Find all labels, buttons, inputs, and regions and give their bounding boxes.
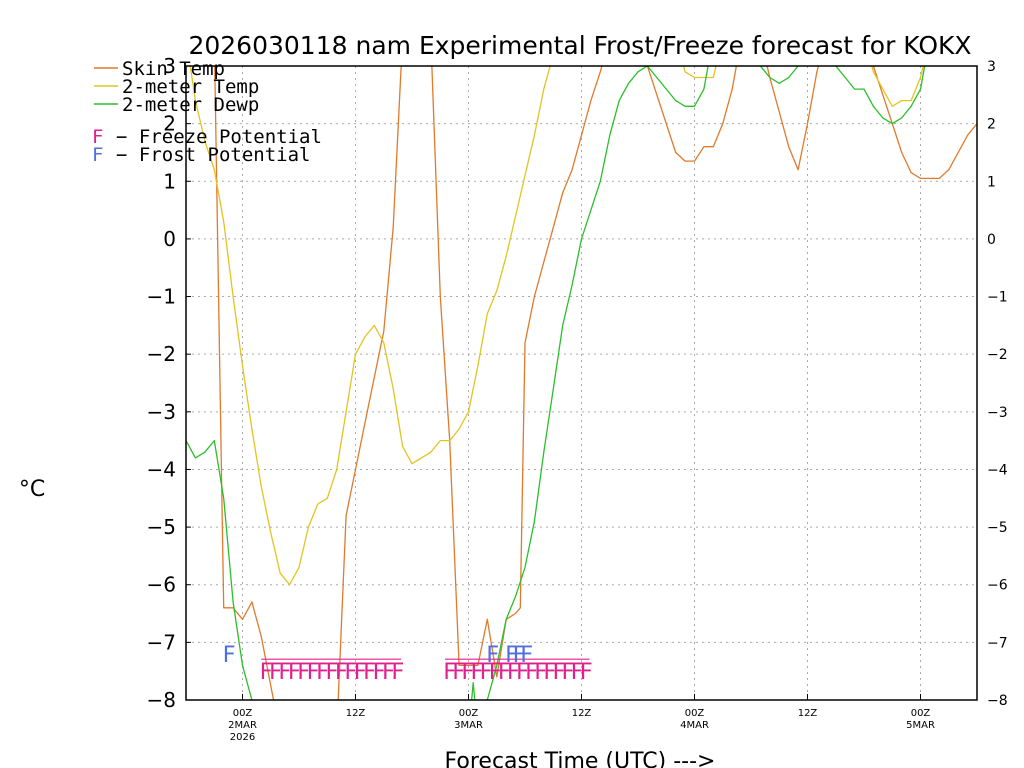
- y-tick-label-left: −3: [147, 400, 176, 424]
- freeze-mark: F: [278, 660, 291, 685]
- x-tick-label: 2MAR: [228, 720, 257, 731]
- y-tick-label-left: 2: [163, 112, 176, 136]
- freeze-mark: F: [552, 660, 565, 685]
- legend-frost-symbol: F: [92, 144, 103, 166]
- y-axis-right: −8 −7 −6 −5 −4 −3 −2 −1 0 1 2 3: [987, 59, 1008, 709]
- frost-mark: F: [486, 643, 499, 668]
- x-axis-label: Forecast Time (UTC) --->: [445, 749, 716, 768]
- freeze-mark: F: [488, 660, 501, 685]
- x-tick-label: 12Z: [346, 708, 366, 719]
- frost-mark: F: [222, 643, 235, 668]
- y-tick-label-right: −7: [987, 635, 1008, 651]
- y-tick-label-left: 1: [163, 169, 176, 193]
- freeze-mark: F: [452, 660, 465, 685]
- freeze-mark: F: [507, 660, 520, 685]
- freeze-mark: F: [297, 660, 310, 685]
- y-axis-left: −8 −7 −6 −5 −4 −3 −2 −1 0 1 2 3: [147, 54, 191, 712]
- freeze-mark: F: [325, 660, 338, 685]
- gridlines: [186, 65, 977, 701]
- freeze-mark: F: [316, 660, 329, 685]
- y-tick-label-right: 3: [987, 59, 996, 75]
- x-tick-label: 12Z: [572, 708, 592, 719]
- freeze-mark: F: [391, 660, 404, 685]
- freeze-mark: F: [543, 660, 556, 685]
- legend: Skin Temp 2-meter Temp 2-meter Dewp F − …: [92, 58, 322, 166]
- y-tick-label-right: −1: [987, 290, 1008, 306]
- freeze-mark: F: [570, 660, 583, 685]
- y-tick-label-left: 0: [163, 227, 176, 251]
- series-skin-temp: [214, 66, 977, 700]
- freeze-mark: F: [288, 660, 301, 685]
- x-tick-label: 3MAR: [454, 720, 483, 731]
- chart-title: 2026030118 nam Experimental Frost/Freeze…: [188, 31, 971, 60]
- y-tick-label-right: −5: [987, 520, 1008, 536]
- frost-mark: F: [520, 643, 533, 668]
- freeze-mark: F: [443, 660, 456, 685]
- legend-freeze-symbol: F: [92, 126, 103, 148]
- freeze-mark: F: [306, 660, 319, 685]
- x-tick-label: 2026: [230, 732, 255, 743]
- y-tick-label-right: 1: [987, 174, 996, 190]
- freeze-mark: F: [561, 660, 574, 685]
- y-tick-label-left: −1: [147, 285, 176, 309]
- freeze-mark: F: [344, 660, 357, 685]
- freeze-mark: F: [479, 660, 492, 685]
- series-2-meter-temp: [189, 66, 924, 586]
- y-tick-label-left: 3: [163, 54, 176, 78]
- y-tick-label-left: −4: [147, 457, 176, 481]
- freeze-mark: F: [580, 660, 593, 685]
- freeze-mark: F: [525, 660, 538, 685]
- y-tick-label-right: −6: [987, 578, 1008, 594]
- legend-label-2m-dewp: 2-meter Dewp: [122, 94, 259, 116]
- freeze-mark: F: [269, 660, 282, 685]
- x-tick-label: 00Z: [685, 708, 705, 719]
- legend-label-2m-temp: 2-meter Temp: [122, 76, 259, 98]
- frost-mark: F: [505, 643, 518, 668]
- x-tick-label: 00Z: [459, 708, 479, 719]
- freeze-mark: F: [372, 660, 385, 685]
- y-tick-label-left: −6: [147, 573, 176, 597]
- freeze-mark: F: [354, 660, 367, 685]
- y-tick-label-left: −2: [147, 342, 176, 366]
- y-tick-label-right: −2: [987, 347, 1008, 363]
- y-tick-label-right: −4: [987, 462, 1008, 478]
- x-tick-label: 4MAR: [680, 720, 709, 731]
- freeze-mark: F: [534, 660, 547, 685]
- y-tick-label-right: 0: [987, 232, 996, 248]
- y-tick-label-right: −8: [987, 693, 1008, 709]
- freeze-mark: F: [470, 660, 483, 685]
- freeze-mark: F: [363, 660, 376, 685]
- x-tick-label: 5MAR: [906, 720, 935, 731]
- series-2-meter-dewp: [186, 66, 926, 700]
- y-axis-label: °C: [19, 477, 45, 502]
- y-tick-label-left: −8: [147, 688, 176, 712]
- legend-label-skin-temp: Skin Temp: [122, 58, 225, 80]
- plot-area: [186, 66, 977, 700]
- freeze-mark: F: [335, 660, 348, 685]
- y-tick-label-right: −3: [987, 405, 1008, 421]
- y-tick-label-right: 2: [987, 117, 996, 133]
- legend-frost-label: − Frost Potential: [116, 144, 310, 166]
- freeze-mark: F: [461, 660, 474, 685]
- y-tick-label-left: −5: [147, 515, 176, 539]
- x-tick-label: 12Z: [798, 708, 818, 719]
- y-tick-label-left: −7: [147, 630, 176, 654]
- legend-freeze-label: − Freeze Potential: [116, 126, 322, 148]
- x-tick-label: 00Z: [233, 708, 253, 719]
- freeze-mark: F: [382, 660, 395, 685]
- x-tick-label: 00Z: [911, 708, 931, 719]
- freeze-mark: F: [259, 660, 272, 685]
- freeze-mark: F: [516, 660, 529, 685]
- freeze-mark: F: [498, 660, 511, 685]
- frost-mark: F: [512, 643, 525, 668]
